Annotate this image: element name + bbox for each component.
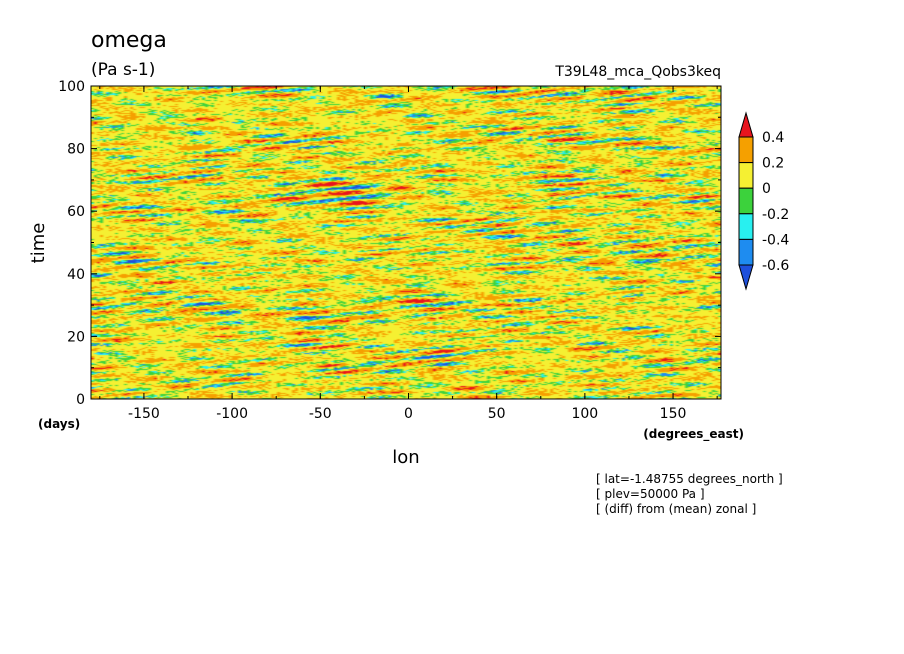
y-tick-label: 60 bbox=[67, 204, 85, 220]
colorbar-label: 0.2 bbox=[762, 156, 784, 172]
x-tick-label: 50 bbox=[488, 406, 506, 422]
colorbar-bottom-arrow bbox=[738, 264, 754, 291]
y-axis-ticks: 0 20 40 60 80 100 bbox=[58, 79, 721, 408]
chart-subtitle: T39L48_mca_Qobs3keq bbox=[554, 64, 721, 80]
y-tick-label: 80 bbox=[67, 142, 85, 158]
x-axis-label: lon bbox=[392, 447, 419, 468]
x-axis-units: (degrees_east) bbox=[643, 427, 744, 442]
colorbar-label: -0.2 bbox=[762, 207, 789, 223]
heatmap-raster bbox=[91, 86, 721, 399]
colorbar-segment bbox=[738, 187, 754, 215]
y-tick-label: 20 bbox=[67, 329, 85, 345]
colorbar-label: 0 bbox=[762, 181, 771, 197]
colorbar: 0.4 0.2 0 -0.2 -0.4 -0.6 bbox=[738, 111, 789, 291]
colorbar-segment bbox=[738, 162, 754, 189]
colorbar-segment bbox=[738, 136, 754, 164]
x-tick-label: 150 bbox=[660, 406, 687, 422]
note-pressure-level: [ plev=50000 Pa ] bbox=[596, 487, 705, 501]
x-axis-ticks: -150 -100 -50 0 50 100 150 bbox=[99, 86, 718, 422]
y-axis-label: time bbox=[28, 223, 49, 264]
colorbar-top-arrow bbox=[738, 111, 754, 138]
y-tick-label: 100 bbox=[58, 79, 85, 95]
colorbar-label: 0.4 bbox=[762, 130, 784, 146]
note-latitude: [ lat=-1.48755 degrees_north ] bbox=[596, 472, 783, 486]
colorbar-segment bbox=[738, 238, 754, 266]
note-anomaly: [ (diff) from (mean) zonal ] bbox=[596, 502, 756, 516]
y-tick-label: 40 bbox=[67, 267, 85, 283]
colorbar-segment bbox=[738, 213, 754, 240]
colorbar-label: -0.4 bbox=[762, 232, 789, 248]
chart-units: (Pa s-1) bbox=[91, 60, 155, 80]
heatmap-field bbox=[91, 86, 721, 399]
x-tick-label: -50 bbox=[309, 406, 332, 422]
chart-title: omega bbox=[91, 28, 167, 53]
x-tick-label: -150 bbox=[128, 406, 160, 422]
x-tick-label: -100 bbox=[216, 406, 248, 422]
x-tick-label: 100 bbox=[571, 406, 598, 422]
y-tick-label: 0 bbox=[76, 392, 85, 408]
x-tick-label: 0 bbox=[404, 406, 413, 422]
colorbar-label: -0.6 bbox=[762, 258, 789, 274]
y-axis-units: (days) bbox=[38, 417, 80, 431]
